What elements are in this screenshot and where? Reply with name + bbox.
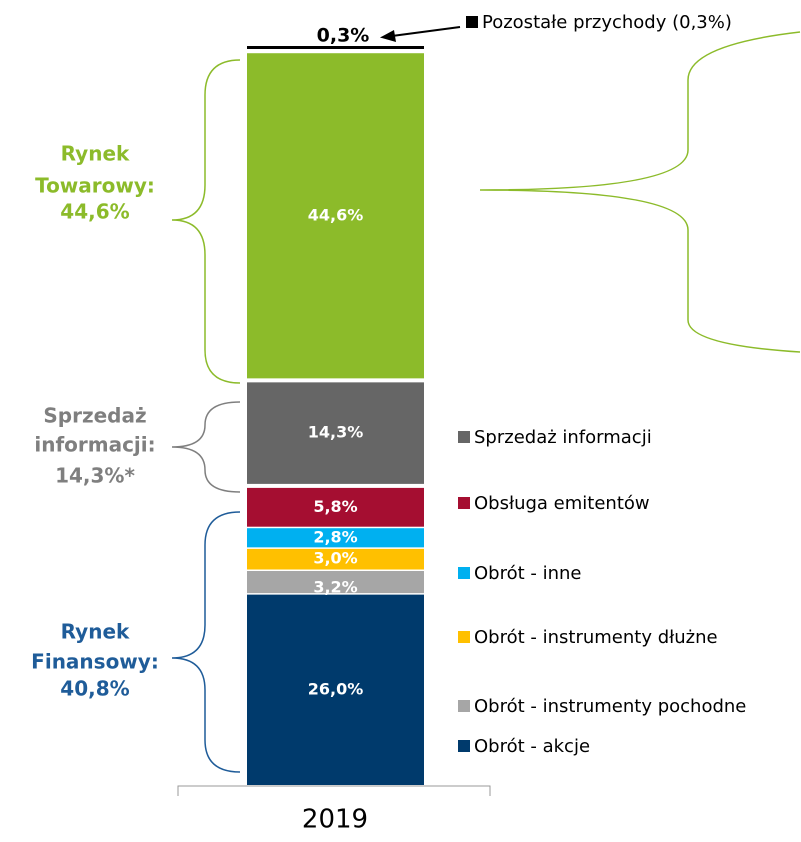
legend-swatch [466, 16, 478, 28]
legend-label: Sprzedaż informacji [474, 427, 652, 448]
legend-swatch [458, 567, 470, 579]
legend-swatch [458, 497, 470, 509]
bar-segment [247, 487, 424, 527]
legend-label: Obrót - akcje [474, 736, 590, 757]
x-tick-label: 2019 [302, 805, 368, 835]
data-label: 14,3% [308, 423, 364, 442]
bar-segment [247, 571, 424, 594]
group-annotation: Finansowy: [31, 650, 159, 674]
legend-swatch [458, 740, 470, 752]
group-annotation: 40,8% [60, 677, 129, 701]
legend-label: Obrót - instrumenty pochodne [474, 696, 746, 717]
data-label: 44,6% [308, 205, 364, 224]
legend-label: Pozostałe przychody (0,3%) [482, 12, 732, 33]
bar-segment [247, 382, 424, 484]
legend-label: Obrót - inne [474, 563, 582, 584]
arrow-head [380, 30, 396, 42]
legend-label: Obrót - instrumenty dłużne [474, 627, 718, 648]
bar-segment [247, 53, 424, 379]
bar-segment [247, 528, 424, 548]
bar-segment [247, 548, 424, 570]
data-label: 26,0% [308, 679, 364, 698]
data-label: 3,0% [313, 549, 357, 568]
legend-label: Obsługa emitentów [474, 493, 650, 514]
data-label: 2,8% [313, 527, 357, 546]
group-annotation: Rynek [61, 142, 130, 166]
legend-swatch [458, 631, 470, 643]
braces [171, 31, 801, 773]
x-axis [177, 785, 491, 796]
data-label: 5,8% [313, 497, 357, 516]
data-label: 0,3% [317, 25, 370, 47]
bar-segment [247, 594, 424, 785]
arrow [391, 26, 461, 37]
group-annotation: Sprzedaż [43, 404, 146, 428]
brace [171, 59, 241, 384]
brace [479, 31, 801, 353]
group-annotation: 14,3%* [55, 464, 135, 488]
brace [171, 401, 241, 493]
group-annotation: informacji: [34, 433, 155, 457]
group-annotation: 44,6% [60, 200, 129, 224]
legend-swatch [458, 431, 470, 443]
legend-swatch [458, 700, 470, 712]
data-label: 3,2% [313, 578, 357, 597]
bar-segment [247, 46, 424, 49]
group-annotation: Towarowy: [35, 174, 155, 198]
group-annotation: Rynek [61, 620, 130, 644]
brace [171, 511, 241, 773]
